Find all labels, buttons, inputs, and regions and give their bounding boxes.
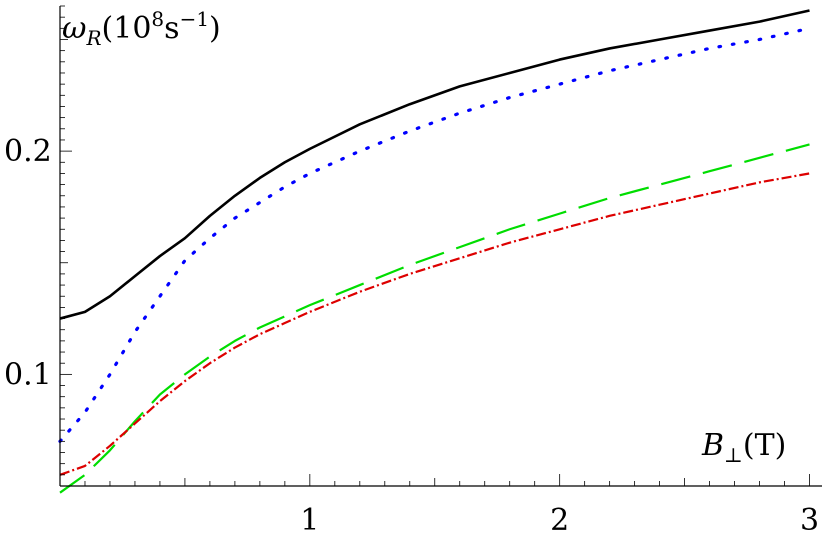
series-line-2-dotted bbox=[58, 26, 812, 443]
series-layer bbox=[58, 9, 812, 494]
series-line-1-solid bbox=[59, 9, 810, 320]
y-tick-label: 0.2 bbox=[4, 134, 52, 169]
y-axis-label: ωR(108s−1) bbox=[62, 7, 221, 50]
x-axis-label: B⊥(T) bbox=[701, 428, 786, 467]
x-tick-label: 3 bbox=[800, 503, 819, 534]
x-tick-label: 2 bbox=[550, 503, 569, 534]
x-tick-label: 1 bbox=[300, 503, 319, 534]
labels-layer: ωR(108s−1) B⊥(T) bbox=[62, 7, 786, 467]
axes-layer: 1 2 3 0.1 0.2 bbox=[4, 5, 822, 534]
series-line-4-dash-dot bbox=[59, 172, 810, 476]
y-tick-label: 0.1 bbox=[4, 357, 52, 392]
series-line-3-dashed bbox=[59, 143, 810, 494]
